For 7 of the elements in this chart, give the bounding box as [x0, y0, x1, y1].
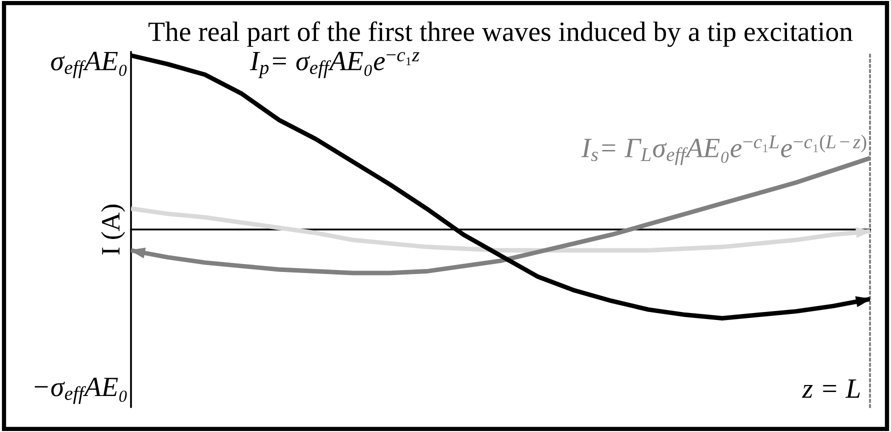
- text: z = L: [802, 380, 860, 398]
- text: −σ$_{eff}$AE₀: [34, 378, 127, 404]
- y-axis-title: I (A): [101, 204, 126, 255]
- chart-title: The real part of the first three waves induced by a tip excitation: [148, 21, 853, 47]
- series-label: I$_{p}$= σ$_{eff}$AE₀e$^{−c₁z}$: [250, 52, 420, 78]
- text: σ$_{eff}$AE₀: [51, 52, 127, 78]
- text: I$_{s}$= Γ$_{L}$σ$_{eff}$AE₀e$^{−c₁L}$e$^{−c₁(L−z)}$: [581, 134, 866, 166]
